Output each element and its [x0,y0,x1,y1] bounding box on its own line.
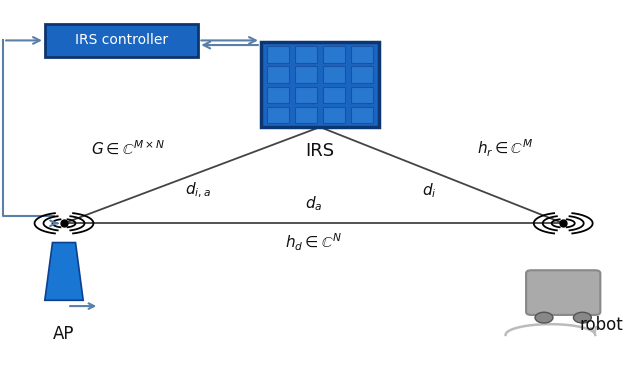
Text: IRS controller: IRS controller [75,33,168,47]
FancyBboxPatch shape [526,270,600,315]
FancyBboxPatch shape [351,87,372,103]
Text: IRS: IRS [305,142,335,161]
FancyBboxPatch shape [351,46,372,62]
Text: $d_{i,a}$: $d_{i,a}$ [186,181,211,200]
FancyBboxPatch shape [351,107,372,123]
FancyBboxPatch shape [295,107,317,123]
FancyBboxPatch shape [295,46,317,62]
FancyBboxPatch shape [45,24,198,57]
FancyBboxPatch shape [351,67,372,83]
FancyBboxPatch shape [323,67,345,83]
Text: $G \in \mathbb{C}^{M \times N}$: $G \in \mathbb{C}^{M \times N}$ [91,139,165,157]
FancyBboxPatch shape [295,87,317,103]
FancyBboxPatch shape [268,46,289,62]
FancyBboxPatch shape [268,107,289,123]
Text: robot: robot [579,316,623,334]
FancyBboxPatch shape [323,107,345,123]
FancyBboxPatch shape [268,67,289,83]
Text: $h_d \in \mathbb{C}^{N}$: $h_d \in \mathbb{C}^{N}$ [285,232,342,253]
Circle shape [573,312,591,323]
FancyBboxPatch shape [261,42,380,127]
FancyBboxPatch shape [323,46,345,62]
FancyBboxPatch shape [268,87,289,103]
FancyBboxPatch shape [323,87,345,103]
Text: $h_r \in \mathbb{C}^{M}$: $h_r \in \mathbb{C}^{M}$ [477,137,534,159]
Text: AP: AP [53,325,75,343]
Text: $d_a$: $d_a$ [305,195,323,213]
FancyBboxPatch shape [295,67,317,83]
Circle shape [535,312,553,323]
Text: $d_i$: $d_i$ [422,181,436,200]
Polygon shape [45,243,83,300]
